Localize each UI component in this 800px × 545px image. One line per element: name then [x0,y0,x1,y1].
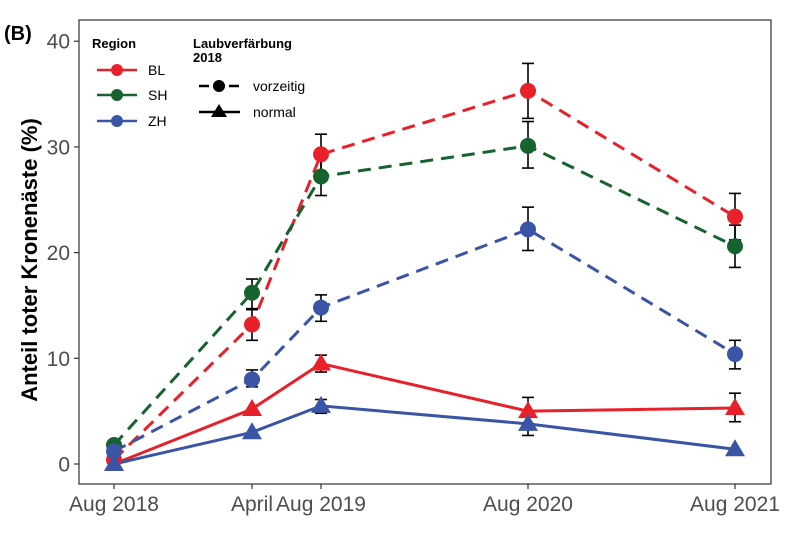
data-point-zh-normal [518,413,538,431]
data-point-sh-vorzeitig [313,168,329,185]
error-bars [246,62,741,437]
series-markers [104,82,745,471]
y-tick-label: 0 [58,454,70,477]
data-point-zh-normal [311,395,331,413]
data-point-bl-vorzeitig [520,82,536,99]
x-tick-label: Aug 2021 [690,493,780,516]
legend-label-zh: ZH [148,113,167,129]
data-point-bl-normal [242,399,262,417]
data-point-zh-vorzeitig [244,371,260,388]
x-tick-label: Aug 2018 [69,493,159,516]
series-line-bl-vorzeitig [112,89,736,461]
legend-type-title-year: 2018 [193,50,222,65]
legend-type-title: Laubverfärbung [193,36,292,51]
legend-label-bl: BL [148,62,165,78]
y-tick-label: 40 [47,31,70,54]
x-tick-label: Aug 2019 [276,493,366,516]
y-axis: 0 10 20 30 40 [47,31,79,477]
data-point-sh-vorzeitig [727,238,743,255]
data-point-zh-normal [725,439,745,457]
data-point-bl-normal [311,353,331,371]
y-tick-label: 10 [47,348,70,371]
data-point-bl-vorzeitig [244,316,260,333]
x-tick-label: April [231,493,273,516]
legend-item-zh: ZH [97,113,167,129]
x-tick-label: Aug 2020 [483,493,573,516]
data-point-sh-vorzeitig [244,284,260,301]
series-line-sh-vorzeitig [112,144,736,446]
data-point-zh-normal [242,422,262,440]
data-point-bl-normal [518,401,538,419]
legend-label-vorzeitig: vorzeitig [253,78,305,94]
x-axis: Aug 2018 April Aug 2019 Aug 2020 Aug 2021 [69,484,780,516]
data-point-zh-vorzeitig [313,299,329,316]
data-point-bl-normal [725,397,745,415]
legend: Region BL SH ZH Laubverfärbung 2018 vorz… [92,36,305,129]
y-tick-label: 20 [47,242,70,265]
series-line-zh-vorzeitig [113,227,736,453]
data-point-bl-vorzeitig [727,208,743,225]
legend-item-sh: SH [97,87,167,103]
legend-region-title: Region [92,36,136,51]
legend-item-normal: normal [199,104,296,120]
y-tick-label: 30 [47,136,70,159]
legend-item-vorzeitig: vorzeitig [199,78,305,94]
data-point-zh-vorzeitig [106,443,122,460]
series-lines [112,89,736,466]
series-line-zh-normal [113,404,736,466]
data-point-zh-vorzeitig [727,346,743,363]
legend-item-bl: BL [97,62,165,78]
data-point-zh-vorzeitig [520,221,536,238]
legend-label-normal: normal [253,104,296,120]
panel-label: (B) [4,23,32,45]
legend-label-sh: SH [148,87,167,103]
data-point-bl-vorzeitig [313,146,329,163]
data-point-zh-normal [104,454,124,471]
data-point-sh-vorzeitig [520,137,536,154]
y-axis-label: Anteil toter Kronenäste (%) [17,118,42,402]
